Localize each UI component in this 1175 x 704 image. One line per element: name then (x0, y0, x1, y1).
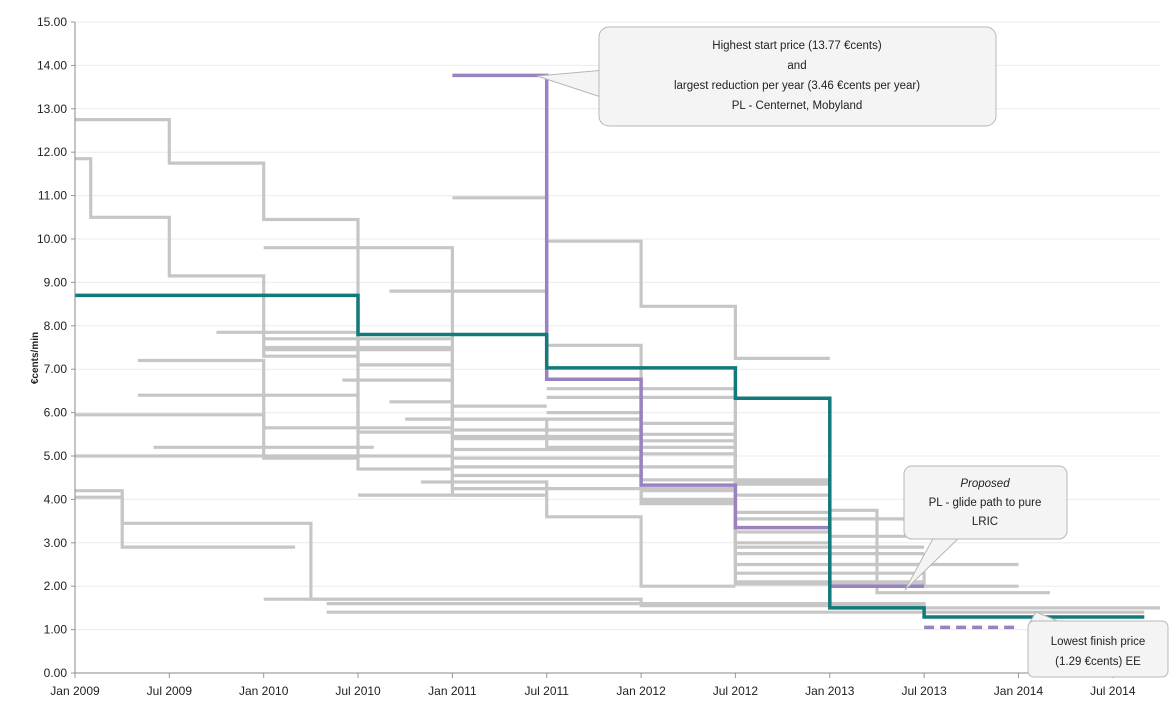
highlight-series (75, 73, 1145, 630)
y-tick-label: 3.00 (44, 536, 68, 550)
y-tick-label: 12.00 (37, 145, 67, 159)
y-tick-label: 8.00 (44, 319, 68, 333)
tick-labels: 0.00 1.00 2.00 3.00 4.00 5.00 6.00 7.00 8.00 9.00… (37, 15, 1136, 698)
background-series (75, 117, 1160, 614)
y-tick-label: 6.00 (44, 406, 68, 420)
y-tick-label: 10.00 (37, 232, 67, 246)
y-tick-label: 5.00 (44, 449, 68, 463)
background-series-line (452, 456, 925, 549)
y-tick-label: 13.00 (37, 102, 67, 116)
callout-lowest-finish: Lowest finish price (1.29 €cents) EE (1027, 611, 1169, 678)
y-tick-label: 7.00 (44, 362, 68, 376)
y-tick-label: 9.00 (44, 275, 68, 289)
y-tick-label: 14.00 (37, 58, 67, 72)
background-series-line (641, 478, 1050, 595)
callout-proposed-line-2: PL - glide path to pure (929, 497, 1042, 509)
x-tick-label: Jul 2011 (524, 684, 569, 698)
x-tick-label: Jan 2011 (428, 684, 477, 698)
callout-highest-start-line-1: Highest start price (13.77 €cents) (712, 40, 882, 52)
background-series-line (75, 413, 358, 460)
x-tick-label: Jan 2012 (616, 684, 666, 698)
callout-highest-start-box (598, 26, 997, 127)
x-tick-label: Jan 2013 (805, 684, 855, 698)
x-tick-label: Jul 2009 (147, 684, 193, 698)
y-tick-label: 0.00 (44, 666, 68, 680)
background-series-line (137, 393, 453, 434)
y-tick-label: 2.00 (44, 579, 68, 593)
callout-lowest-finish-box (1027, 620, 1169, 678)
y-tick-label: 11.00 (38, 189, 67, 203)
axes (71, 21, 1160, 678)
teal-series-line (75, 293, 1145, 619)
background-series-line (263, 348, 547, 408)
background-series-line (452, 437, 925, 567)
y-axis-label: €cents/min (30, 332, 41, 384)
background-series-line (546, 387, 830, 484)
callout-highest-start-line-4: PL - Centernet, Mobyland (732, 100, 863, 112)
background-series-line (75, 157, 358, 358)
callout-proposed-box (903, 465, 1068, 540)
callout-highest-start: Highest start price (13.77 €cents) and l… (536, 26, 997, 127)
background-series-line (326, 601, 1160, 610)
callout-proposed: Proposed PL - glide path to pure LRIC (903, 465, 1068, 591)
x-tick-label: Jan 2009 (50, 684, 100, 698)
x-tick-label: Jul 2014 (1090, 684, 1136, 698)
x-tick-label: Jan 2010 (239, 684, 289, 698)
callout-proposed-line-1: Proposed (960, 478, 1010, 490)
callout-highest-start-line-3: largest reduction per year (3.46 €cents … (674, 80, 920, 92)
background-series-line (389, 400, 736, 491)
callout-proposed-line-3: LRIC (972, 516, 998, 528)
background-series-line (420, 480, 736, 588)
x-tick-label: Jan 2014 (994, 684, 1044, 698)
background-series-line (452, 417, 830, 534)
callout-lowest-finish-line-1: Lowest finish price (1051, 636, 1146, 648)
x-tick-label: Jul 2013 (901, 684, 947, 698)
x-tick-label: Jul 2012 (713, 684, 759, 698)
y-tick-label: 4.00 (44, 492, 68, 506)
y-tick-label: 1.00 (44, 623, 68, 637)
x-tick-label: Jul 2010 (335, 684, 381, 698)
callout-highest-start-line-2: and (787, 60, 806, 72)
background-series-line (641, 432, 830, 486)
background-series-line (452, 473, 925, 584)
callout-lowest-finish-line-2: (1.29 €cents) EE (1055, 656, 1141, 668)
y-tick-label: 15.00 (37, 15, 67, 29)
